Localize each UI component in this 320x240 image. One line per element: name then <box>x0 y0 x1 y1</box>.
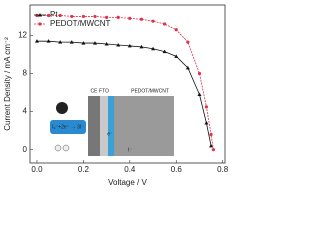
marker <box>35 13 39 18</box>
marker <box>128 16 132 20</box>
marker <box>105 15 109 19</box>
marker <box>116 15 120 19</box>
ion-bubble <box>62 144 70 152</box>
y-tick-label: 8 <box>23 69 28 78</box>
reaction-arrow <box>50 120 86 134</box>
marker <box>162 49 167 54</box>
y-tick-label: 12 <box>18 31 27 40</box>
x-axis-label: Voltage / V <box>108 178 147 187</box>
annotation: I₃⁻+2e⁻ → 3I⁻ <box>52 124 84 130</box>
marker <box>211 148 215 152</box>
counter-electrode <box>88 96 100 156</box>
marker <box>204 105 209 109</box>
marker <box>151 19 155 23</box>
marker <box>81 14 85 19</box>
annotation: e⁻ <box>107 131 113 137</box>
marker <box>93 41 97 45</box>
chart: 0.0 0.2 0.4 0.6 0.8 0 4 8 12 Voltage / V Current D… <box>3 4 229 187</box>
marker <box>69 40 74 44</box>
annotation: FTO <box>99 88 109 94</box>
annotation: I⁻ <box>128 147 132 153</box>
legend-label: PEDOT/MWCNT <box>50 19 111 28</box>
marker <box>174 54 179 58</box>
plot-frame <box>29 4 226 164</box>
marker <box>139 17 144 21</box>
marker <box>34 39 39 43</box>
marker <box>81 41 86 45</box>
marker <box>58 40 63 44</box>
annotation: CE <box>91 88 99 94</box>
y-axis-label: Current Density / mA cm⁻² <box>3 37 12 131</box>
marker <box>139 44 144 49</box>
legend-marker <box>38 22 42 26</box>
legend-marker <box>38 13 42 17</box>
legend-label: Pt <box>50 10 58 19</box>
marker <box>197 71 202 76</box>
marker <box>204 121 209 125</box>
marker <box>151 46 156 51</box>
x-tick-label: 0.0 <box>31 165 43 174</box>
electrolyte-strip <box>108 96 114 156</box>
marker <box>93 14 97 19</box>
ion-bubble <box>56 102 68 114</box>
marker <box>46 39 51 43</box>
marker <box>186 40 190 44</box>
marker <box>116 42 121 47</box>
inset-schematic <box>50 96 174 156</box>
x-tick-label: 0.6 <box>171 165 183 174</box>
marker <box>174 28 178 32</box>
marker <box>209 132 213 137</box>
x-tick-label: 0.8 <box>217 165 229 174</box>
marker <box>104 42 109 46</box>
ion-bubble <box>54 144 62 152</box>
x-tick-label: 0.4 <box>124 165 136 174</box>
x-tick-label: 0.2 <box>78 165 90 174</box>
annotation: PEDOT/MWCNT <box>131 88 169 94</box>
sem-image <box>114 96 174 156</box>
marker <box>163 22 167 26</box>
marker <box>70 14 74 19</box>
fto-layer <box>100 96 108 156</box>
marker <box>46 13 51 18</box>
annotation: I₃⁻ <box>59 105 65 111</box>
marker <box>185 65 190 70</box>
marker <box>127 43 132 48</box>
marker <box>58 13 62 18</box>
y-tick-label: 0 <box>23 145 28 154</box>
marker <box>197 92 202 96</box>
marker <box>209 143 214 148</box>
y-tick-label: 4 <box>23 107 28 116</box>
